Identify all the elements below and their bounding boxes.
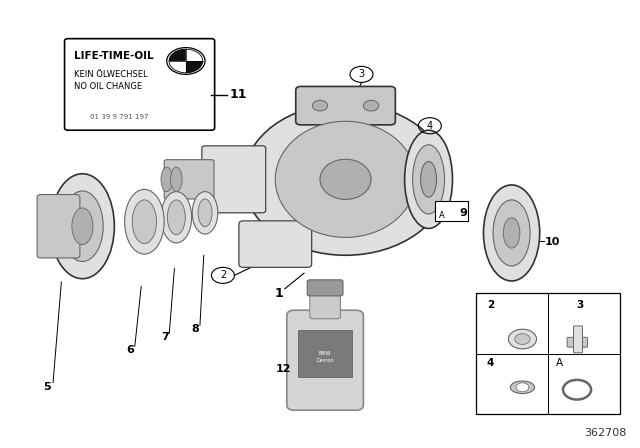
Circle shape — [312, 100, 328, 111]
FancyBboxPatch shape — [164, 159, 214, 199]
Ellipse shape — [171, 167, 182, 192]
Ellipse shape — [161, 167, 173, 192]
Text: 12: 12 — [276, 364, 291, 374]
Text: BMW
Dexron: BMW Dexron — [316, 352, 334, 363]
Ellipse shape — [132, 200, 157, 244]
Text: 6: 6 — [126, 345, 134, 355]
Text: 3: 3 — [576, 300, 584, 310]
Ellipse shape — [275, 121, 416, 237]
Text: NO OIL CHANGE: NO OIL CHANGE — [74, 82, 142, 91]
FancyBboxPatch shape — [567, 337, 588, 347]
FancyBboxPatch shape — [573, 326, 582, 353]
Text: KEIN ÖLWECHSEL: KEIN ÖLWECHSEL — [74, 70, 148, 79]
FancyBboxPatch shape — [307, 280, 343, 296]
Ellipse shape — [493, 200, 530, 266]
Text: 1: 1 — [274, 287, 283, 300]
FancyBboxPatch shape — [202, 146, 266, 213]
Ellipse shape — [320, 159, 371, 199]
Circle shape — [508, 329, 536, 349]
Ellipse shape — [51, 174, 115, 279]
FancyBboxPatch shape — [37, 194, 80, 258]
Ellipse shape — [510, 381, 534, 393]
FancyBboxPatch shape — [435, 201, 468, 221]
FancyBboxPatch shape — [65, 39, 214, 130]
Ellipse shape — [483, 185, 540, 281]
Text: LIFE-TIME-OIL: LIFE-TIME-OIL — [74, 51, 154, 61]
Ellipse shape — [72, 208, 93, 245]
Ellipse shape — [243, 103, 448, 255]
Ellipse shape — [161, 192, 191, 243]
Ellipse shape — [503, 218, 520, 248]
Text: 362708: 362708 — [584, 428, 627, 439]
FancyBboxPatch shape — [287, 310, 364, 410]
Text: 10: 10 — [545, 237, 560, 247]
Text: 4: 4 — [427, 121, 433, 131]
Text: A: A — [439, 211, 445, 220]
Text: 01 39 9 791 197: 01 39 9 791 197 — [90, 114, 148, 120]
Circle shape — [167, 47, 205, 74]
FancyBboxPatch shape — [296, 86, 396, 125]
Circle shape — [364, 100, 379, 111]
Ellipse shape — [168, 200, 185, 235]
Ellipse shape — [125, 190, 164, 254]
Text: A: A — [556, 358, 563, 368]
Ellipse shape — [420, 161, 436, 197]
Text: 3: 3 — [358, 69, 365, 79]
Text: 2: 2 — [487, 300, 494, 310]
Text: 7: 7 — [161, 332, 169, 342]
Wedge shape — [186, 49, 203, 61]
Ellipse shape — [192, 192, 218, 234]
Text: 8: 8 — [191, 324, 199, 334]
Ellipse shape — [404, 130, 452, 228]
FancyBboxPatch shape — [298, 330, 352, 377]
Ellipse shape — [198, 199, 212, 227]
Circle shape — [516, 383, 529, 392]
FancyBboxPatch shape — [239, 221, 312, 267]
Text: 9: 9 — [460, 208, 467, 218]
Circle shape — [515, 334, 530, 345]
FancyBboxPatch shape — [310, 289, 340, 319]
Text: 11: 11 — [229, 88, 247, 101]
Text: 4: 4 — [487, 358, 494, 368]
Text: 5: 5 — [43, 382, 51, 392]
FancyBboxPatch shape — [476, 293, 620, 414]
Wedge shape — [186, 61, 203, 73]
Ellipse shape — [61, 191, 103, 262]
Ellipse shape — [413, 145, 445, 214]
Text: 2: 2 — [220, 270, 226, 280]
Wedge shape — [169, 49, 186, 61]
Wedge shape — [169, 61, 186, 73]
